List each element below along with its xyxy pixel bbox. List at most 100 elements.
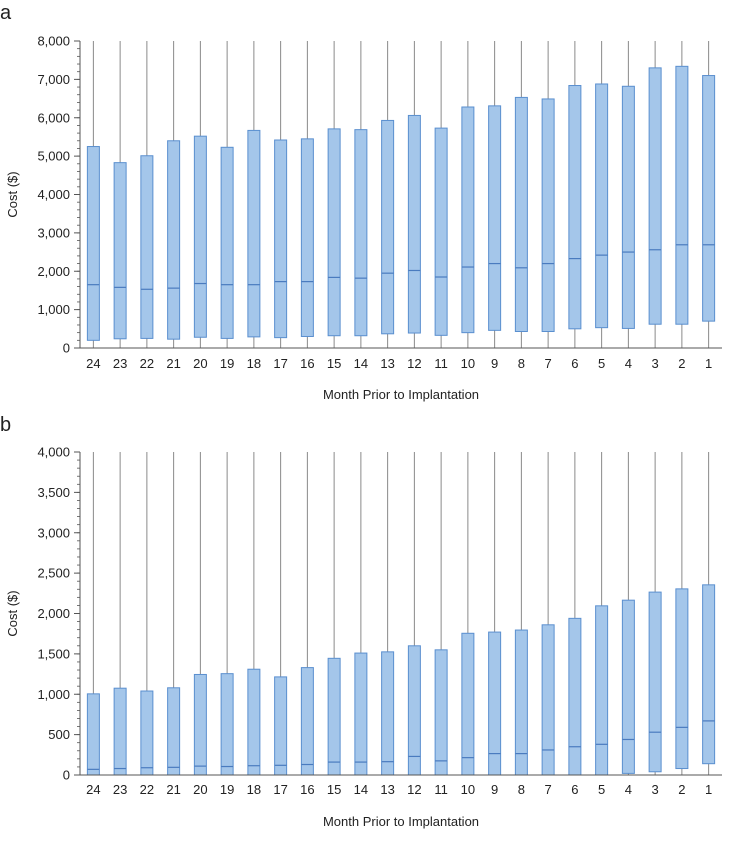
box-iqr (675, 588, 689, 770)
panel-b-x-tick-label: 10 (461, 782, 475, 797)
panel-a-box-month-12 (407, 41, 421, 348)
panel-a-box-month-18 (247, 41, 261, 348)
panel-a-box-month-5 (595, 41, 609, 348)
panel-b-box-month-8 (514, 452, 528, 776)
panel-a-box-month-4 (621, 41, 635, 348)
panel-b-y-axis-label: Cost ($) (5, 590, 20, 636)
panel-b-x-axis-label: Month Prior to Implantation (323, 814, 479, 829)
panel-b-box-month-2 (675, 452, 689, 775)
box-iqr (541, 98, 555, 332)
panel-a-box-month-21 (167, 41, 181, 348)
panel-a-box-month-23 (113, 41, 127, 348)
panel-a-panel-label: a (0, 2, 12, 24)
panel-b-x-tick-label: 12 (407, 782, 421, 797)
box-iqr (193, 673, 207, 776)
panel-b-x-tick-label: 19 (220, 782, 234, 797)
panel-a-x-tick-label: 21 (166, 356, 180, 371)
box-iqr (434, 127, 448, 336)
panel-b-x-tick-label: 22 (140, 782, 154, 797)
panel-a-x-tick-label: 14 (354, 356, 368, 371)
panel-a-box-month-22 (140, 41, 154, 348)
panel-a-x-axis-label: Month Prior to Implantation (323, 387, 479, 402)
box-iqr (113, 162, 127, 340)
panel-b-x-tick-label: 13 (380, 782, 394, 797)
panel-b-x-tick-label: 8 (518, 782, 525, 797)
panel-b-box-month-6 (568, 452, 582, 776)
panel-b-x-tick-label: 16 (300, 782, 314, 797)
box-iqr (113, 687, 127, 776)
panel-b-box-month-5 (595, 452, 609, 776)
box-iqr (541, 624, 555, 776)
panel-b-y-tick-label: 2,500 (37, 566, 70, 581)
box-iqr (461, 106, 475, 334)
panel-b-y-tick-label: 1,500 (37, 646, 70, 661)
panel-b-box-month-13 (381, 452, 395, 776)
box-iqr (381, 119, 395, 335)
box-iqr (300, 138, 314, 337)
box-iqr (327, 657, 341, 776)
box-iqr (461, 632, 475, 776)
box-iqr (247, 129, 261, 338)
box-iqr (193, 135, 207, 338)
panel-a-x-tick-label: 4 (625, 356, 632, 371)
box-iqr (595, 83, 609, 329)
panel-a-x-tick-label: 23 (113, 356, 127, 371)
panel-a-box-month-17 (274, 41, 288, 348)
panel-a-box-month-1 (702, 41, 716, 348)
box-iqr (702, 75, 716, 322)
box-iqr (621, 599, 635, 774)
panel-b-box-month-9 (488, 452, 502, 776)
panel-a-box-month-14 (354, 41, 368, 348)
panel-a-x-tick-label: 9 (491, 356, 498, 371)
panel-b-y-tick-label: 2,000 (37, 606, 70, 621)
panel-a-x-tick-label: 17 (273, 356, 287, 371)
panel-b-chart: b 0 500 1,000 1,500 2,000 2,500 3,000 3,500 4,000… (0, 414, 722, 829)
panel-b-box-month-4 (621, 452, 635, 775)
box-iqr (167, 140, 181, 340)
panel-b-y-tick-label: 4,000 (37, 445, 70, 460)
panel-a-box-month-10 (461, 41, 475, 348)
box-iqr (274, 139, 288, 339)
panel-b-x-tick-label: 4 (625, 782, 632, 797)
box-iqr (247, 668, 261, 776)
panel-a-y-tick-label: 6,000 (37, 110, 70, 125)
panel-a-box-month-24 (86, 41, 100, 348)
box-iqr (86, 693, 100, 776)
panel-a-x-tick-label: 6 (571, 356, 578, 371)
panel-a-box-month-11 (434, 41, 448, 348)
panel-a-x-tick-label: 22 (140, 356, 154, 371)
panel-a-x-tick-label: 24 (86, 356, 100, 371)
panel-a-box-month-16 (300, 41, 314, 348)
panel-a-y-tick-label: 5,000 (37, 149, 70, 164)
panel-b-box-month-24 (86, 452, 100, 776)
box-iqr (300, 667, 314, 776)
box-iqr (86, 146, 100, 341)
panel-a-box-month-7 (541, 41, 555, 348)
panel-a-chart: a 0 1,000 2,000 3,000 4,000 5,000 6,000 7,000 8,0… (0, 2, 722, 402)
panel-a-x-tick-label: 12 (407, 356, 421, 371)
panel-b-x-tick-label: 11 (434, 782, 448, 797)
panel-b-panel-label: b (0, 414, 11, 436)
panel-b-x-tick-label: 5 (598, 782, 605, 797)
panel-a-x-tick-label: 19 (220, 356, 234, 371)
panel-b-box-month-18 (247, 452, 261, 776)
panel-b-box-month-16 (300, 452, 314, 776)
panel-a-x-tick-label: 16 (300, 356, 314, 371)
panel-a-x-tick-label: 5 (598, 356, 605, 371)
box-iqr (381, 651, 395, 776)
panel-a-box-month-8 (514, 41, 528, 348)
panel-b-x-tick-label: 17 (273, 782, 287, 797)
panel-b-box-month-19 (220, 452, 234, 776)
panel-a-y-tick-label: 0 (63, 341, 70, 356)
box-iqr (434, 649, 448, 776)
panel-b-box-month-12 (407, 452, 421, 776)
box-iqr (568, 85, 582, 330)
panel-b-box-month-17 (274, 452, 288, 776)
panel-b-y-tick-label: 0 (63, 768, 70, 783)
box-iqr (702, 584, 716, 765)
panel-a-y-tick-label: 7,000 (37, 72, 70, 87)
panel-a-x-tick-label: 11 (434, 356, 448, 371)
panel-b-y-tick-label: 3,000 (37, 525, 70, 540)
panel-b-x-tick-label: 6 (571, 782, 578, 797)
